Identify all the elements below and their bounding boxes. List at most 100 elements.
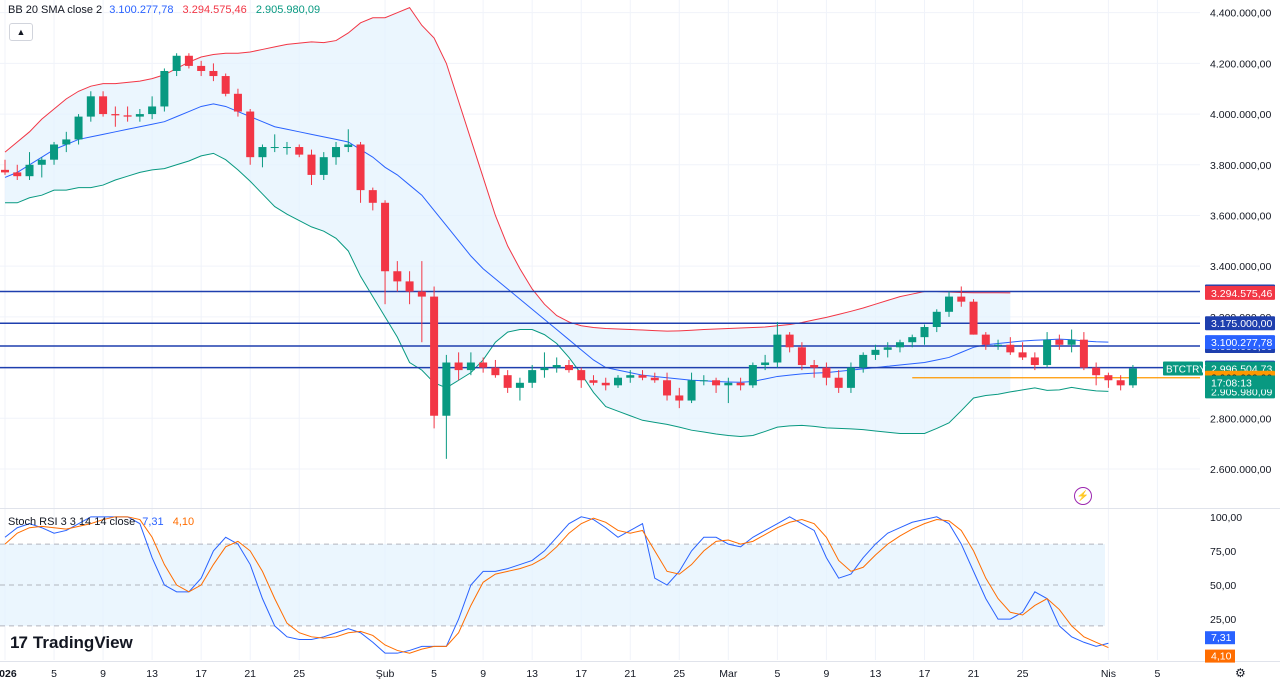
candle-body: [344, 144, 353, 148]
candle-body: [589, 380, 598, 383]
chevron-up-icon[interactable]: ▲: [9, 23, 33, 41]
x-tick-label: 21: [244, 668, 256, 680]
candle-body: [405, 281, 414, 292]
price-tag-bg: [1205, 285, 1275, 300]
tradingview-logo[interactable]: 17 TradingView: [10, 633, 133, 653]
candle-body: [564, 365, 573, 371]
x-tick-label: 9: [480, 668, 486, 680]
candle-body: [834, 377, 843, 388]
stoch-y-tick: 75,00: [1210, 546, 1236, 558]
y-tick-label: 4.400.000,00: [1210, 8, 1271, 20]
bollinger-lower-line: [5, 152, 1109, 438]
candle-body: [981, 334, 990, 345]
candle-body: [736, 382, 745, 386]
candle-body: [1116, 380, 1125, 386]
price-tag-bg: [1205, 335, 1275, 350]
y-tick-label: 3.600.000,00: [1210, 210, 1271, 222]
candle-body: [1079, 339, 1088, 368]
candle-body: [123, 115, 132, 117]
candle-body: [797, 347, 806, 366]
candle-body: [932, 311, 941, 328]
gear-icon[interactable]: ⚙: [1235, 666, 1246, 680]
candle-body: [50, 144, 59, 160]
candle-body: [540, 367, 549, 371]
candle-body: [466, 362, 475, 371]
candle-body: [319, 157, 328, 175]
bb-legend-basis: 3.100.277,78: [109, 4, 174, 16]
stoch-legend[interactable]: Stoch RSI 3 3 14 14 close 7,31 4,10: [8, 516, 194, 528]
candle-body: [148, 106, 157, 115]
stoch-k-tag-bg: [1205, 631, 1235, 645]
candle-body: [515, 382, 524, 388]
bb-legend[interactable]: BB 20 SMA close 2 3.100.277,78 3.294.575…: [8, 4, 320, 16]
candle-body: [13, 172, 22, 177]
candle-body: [503, 375, 512, 388]
candle-body: [246, 111, 255, 158]
y-tick-label: 2.800.000,00: [1210, 413, 1271, 425]
candle-body: [712, 380, 721, 386]
candle-body: [650, 377, 659, 381]
x-tick-label: 5: [51, 668, 57, 680]
candle-body: [491, 367, 500, 376]
symbol-tag-bg: [1163, 361, 1203, 376]
candle-body: [1128, 368, 1137, 386]
candle-body: [368, 190, 377, 203]
candle-body: [233, 93, 242, 112]
logo-text: TradingView: [32, 633, 133, 652]
candle-body: [99, 96, 108, 115]
candle-body: [479, 362, 488, 368]
candle-body: [111, 114, 120, 116]
x-tick-label: 17: [195, 668, 207, 680]
x-tick-label: Nis: [1101, 668, 1116, 680]
candle-body: [699, 380, 708, 382]
candle-body: [307, 154, 316, 175]
candle-body: [282, 147, 291, 149]
candle-body: [172, 55, 181, 71]
candle-body: [1092, 367, 1101, 376]
stoch-legend-k: 7,31: [142, 516, 164, 528]
candle-body: [724, 382, 733, 386]
candle-body: [184, 55, 193, 66]
x-tick-label: 2026: [0, 668, 17, 680]
candle-body: [417, 291, 426, 297]
candle-body: [945, 296, 954, 312]
candle-body: [601, 382, 610, 386]
candle-body: [1, 169, 9, 173]
candle-body: [270, 147, 279, 149]
x-tick-label: 13: [526, 668, 538, 680]
candle-body: [859, 354, 868, 368]
lightning-icon[interactable]: ⚡: [1074, 487, 1092, 505]
candle-body: [883, 347, 892, 350]
candle-body: [332, 147, 341, 158]
x-tick-label: 21: [968, 668, 980, 680]
candle-body: [209, 70, 218, 77]
candle-body: [895, 342, 904, 348]
candle-body: [785, 334, 794, 348]
logo-mark: 17: [10, 633, 28, 652]
candle-body: [295, 147, 304, 155]
candle-body: [957, 296, 966, 302]
countdown-bg: [1205, 375, 1275, 390]
candle-body: [528, 370, 537, 383]
candle-body: [761, 362, 770, 366]
candle-body: [871, 349, 880, 355]
price-tag: 3.100.277,78: [1211, 337, 1272, 349]
candle-body: [86, 96, 95, 117]
candle-body: [381, 202, 390, 272]
candle-body: [1055, 339, 1064, 345]
candle-body: [393, 271, 402, 282]
x-tick-label: 25: [1017, 668, 1029, 680]
candle-body: [454, 362, 463, 371]
candle-body: [430, 296, 439, 416]
candle-body: [577, 370, 586, 381]
candle-body: [1104, 375, 1113, 381]
stoch-d-tag-bg: [1205, 649, 1235, 663]
x-tick-label: 9: [823, 668, 829, 680]
x-tick-label: 5: [774, 668, 780, 680]
candle-body: [221, 76, 230, 94]
y-tick-label: 2.600.000,00: [1210, 464, 1271, 476]
candle-body: [969, 301, 978, 335]
candle-body: [37, 159, 46, 165]
candle-body: [638, 375, 647, 378]
